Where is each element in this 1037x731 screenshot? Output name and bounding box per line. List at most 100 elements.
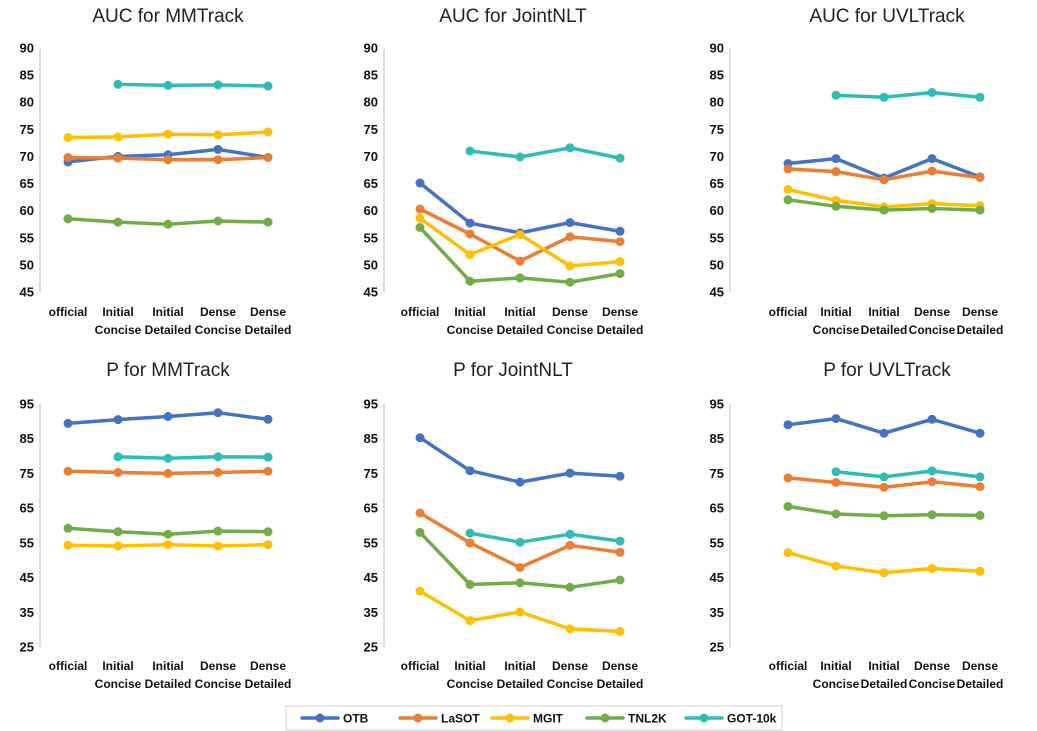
data-point-otb bbox=[263, 414, 273, 424]
data-point-mgit bbox=[515, 230, 525, 239]
y-tick-label: 80 bbox=[20, 95, 34, 110]
data-point-otb bbox=[565, 218, 575, 228]
data-point-mgit bbox=[63, 133, 73, 142]
x-category-label: Initial bbox=[868, 659, 899, 673]
data-point-otb bbox=[113, 415, 123, 425]
data-point-lasot bbox=[879, 175, 889, 185]
legend-marker bbox=[600, 713, 610, 723]
y-tick-label: 35 bbox=[364, 605, 378, 620]
y-tick-label: 55 bbox=[710, 230, 724, 245]
y-tick-label: 85 bbox=[364, 68, 378, 83]
y-tick-label: 75 bbox=[364, 466, 378, 481]
series-line-got-10k bbox=[468, 531, 622, 544]
y-tick-label: 85 bbox=[20, 68, 34, 83]
data-point-lasot bbox=[515, 256, 525, 266]
x-category-label: Concise bbox=[447, 323, 494, 337]
series-line-otb bbox=[418, 435, 622, 484]
x-category-label: Concise bbox=[547, 323, 594, 337]
data-point-lasot bbox=[615, 237, 625, 247]
y-tick-label: 75 bbox=[20, 466, 34, 481]
data-point-tnl2k bbox=[783, 501, 793, 511]
chart-panel-auc-for-mmtrack: AUC for MMTrack 45 50 55 60 65 70 75 80 85 90 offic… bbox=[20, 6, 292, 337]
data-point-got-10k bbox=[615, 153, 625, 163]
legend-entry-otb: OTB bbox=[300, 712, 369, 726]
x-category-label: Concise bbox=[195, 677, 242, 691]
data-point-lasot bbox=[831, 478, 841, 487]
y-tick-label: 65 bbox=[20, 501, 34, 516]
data-point-tnl2k bbox=[975, 205, 985, 215]
data-point-got-10k bbox=[113, 452, 123, 462]
series-line-got-10k bbox=[834, 469, 982, 479]
data-point-otb bbox=[615, 471, 625, 481]
chart-title: AUC for MMTrack bbox=[92, 6, 244, 27]
x-category-label: Initial bbox=[504, 305, 535, 319]
data-point-mgit bbox=[927, 564, 937, 573]
data-point-lasot bbox=[615, 547, 625, 557]
x-category-label: Initial bbox=[820, 659, 851, 673]
x-category-label: Detailed bbox=[245, 323, 292, 337]
data-point-lasot bbox=[465, 229, 475, 239]
x-category-label: Concise bbox=[547, 677, 594, 691]
x-category-label: official bbox=[769, 659, 808, 673]
x-category-label: Detailed bbox=[861, 677, 908, 691]
data-point-tnl2k bbox=[213, 526, 223, 536]
y-tick-label: 80 bbox=[364, 95, 378, 110]
data-point-otb bbox=[783, 420, 793, 430]
legend-entry-lasot: LaSOT bbox=[398, 712, 480, 726]
data-point-mgit bbox=[113, 541, 123, 551]
y-tick-label: 70 bbox=[710, 149, 724, 164]
y-tick-label: 45 bbox=[710, 570, 724, 585]
data-point-otb bbox=[975, 428, 985, 438]
data-point-lasot bbox=[415, 508, 425, 518]
data-point-lasot bbox=[63, 466, 73, 476]
x-category-label: Dense bbox=[914, 659, 950, 673]
x-category-label: Detailed bbox=[245, 677, 292, 691]
legend-marker bbox=[413, 713, 423, 723]
legend: OTB LaSOT MGIT TNL2K GOT-10k bbox=[285, 705, 783, 731]
data-point-tnl2k bbox=[515, 273, 525, 283]
series-line-got-10k bbox=[116, 455, 270, 460]
data-point-lasot bbox=[163, 155, 173, 165]
data-point-mgit bbox=[465, 616, 475, 626]
y-tick-label: 45 bbox=[710, 285, 724, 300]
chart-panel-p-for-mmtrack: P for MMTrack 25 35 45 55 65 75 85 95 official Ini… bbox=[20, 360, 292, 691]
x-category-label: Initial bbox=[102, 659, 133, 673]
data-point-mgit bbox=[975, 566, 985, 576]
data-point-lasot bbox=[565, 540, 575, 550]
data-point-got-10k bbox=[113, 79, 123, 89]
data-point-got-10k bbox=[163, 80, 173, 90]
data-point-otb bbox=[565, 468, 575, 478]
data-point-lasot bbox=[415, 204, 425, 214]
data-point-tnl2k bbox=[465, 580, 475, 589]
data-point-lasot bbox=[113, 153, 123, 163]
series-line-got-10k bbox=[116, 82, 270, 88]
data-point-mgit bbox=[163, 129, 173, 139]
data-point-lasot bbox=[831, 167, 841, 177]
y-tick-label: 85 bbox=[364, 431, 378, 446]
x-category-label: Initial bbox=[820, 305, 851, 319]
chart-title: P for UVLTrack bbox=[823, 360, 951, 381]
data-point-mgit bbox=[415, 586, 425, 596]
data-point-got-10k bbox=[615, 536, 625, 546]
y-tick-label: 25 bbox=[20, 640, 34, 655]
y-tick-label: 55 bbox=[20, 230, 34, 245]
data-point-lasot bbox=[879, 482, 889, 492]
data-point-mgit bbox=[783, 185, 793, 194]
y-tick-label: 95 bbox=[364, 397, 378, 412]
data-point-otb bbox=[831, 154, 841, 164]
y-tick-label: 85 bbox=[710, 431, 724, 446]
data-point-otb bbox=[63, 418, 73, 428]
data-point-lasot bbox=[263, 153, 273, 162]
x-category-label: Dense bbox=[552, 305, 588, 319]
legend-label: LaSOT bbox=[441, 712, 480, 726]
data-point-lasot bbox=[63, 153, 73, 162]
y-tick-label: 35 bbox=[710, 605, 724, 620]
legend-label: OTB bbox=[343, 712, 369, 726]
data-point-lasot bbox=[465, 538, 475, 548]
data-point-lasot bbox=[975, 482, 985, 492]
y-tick-label: 45 bbox=[20, 570, 34, 585]
data-point-tnl2k bbox=[263, 217, 273, 227]
y-tick-label: 65 bbox=[710, 176, 724, 191]
y-tick-label: 25 bbox=[710, 640, 724, 655]
